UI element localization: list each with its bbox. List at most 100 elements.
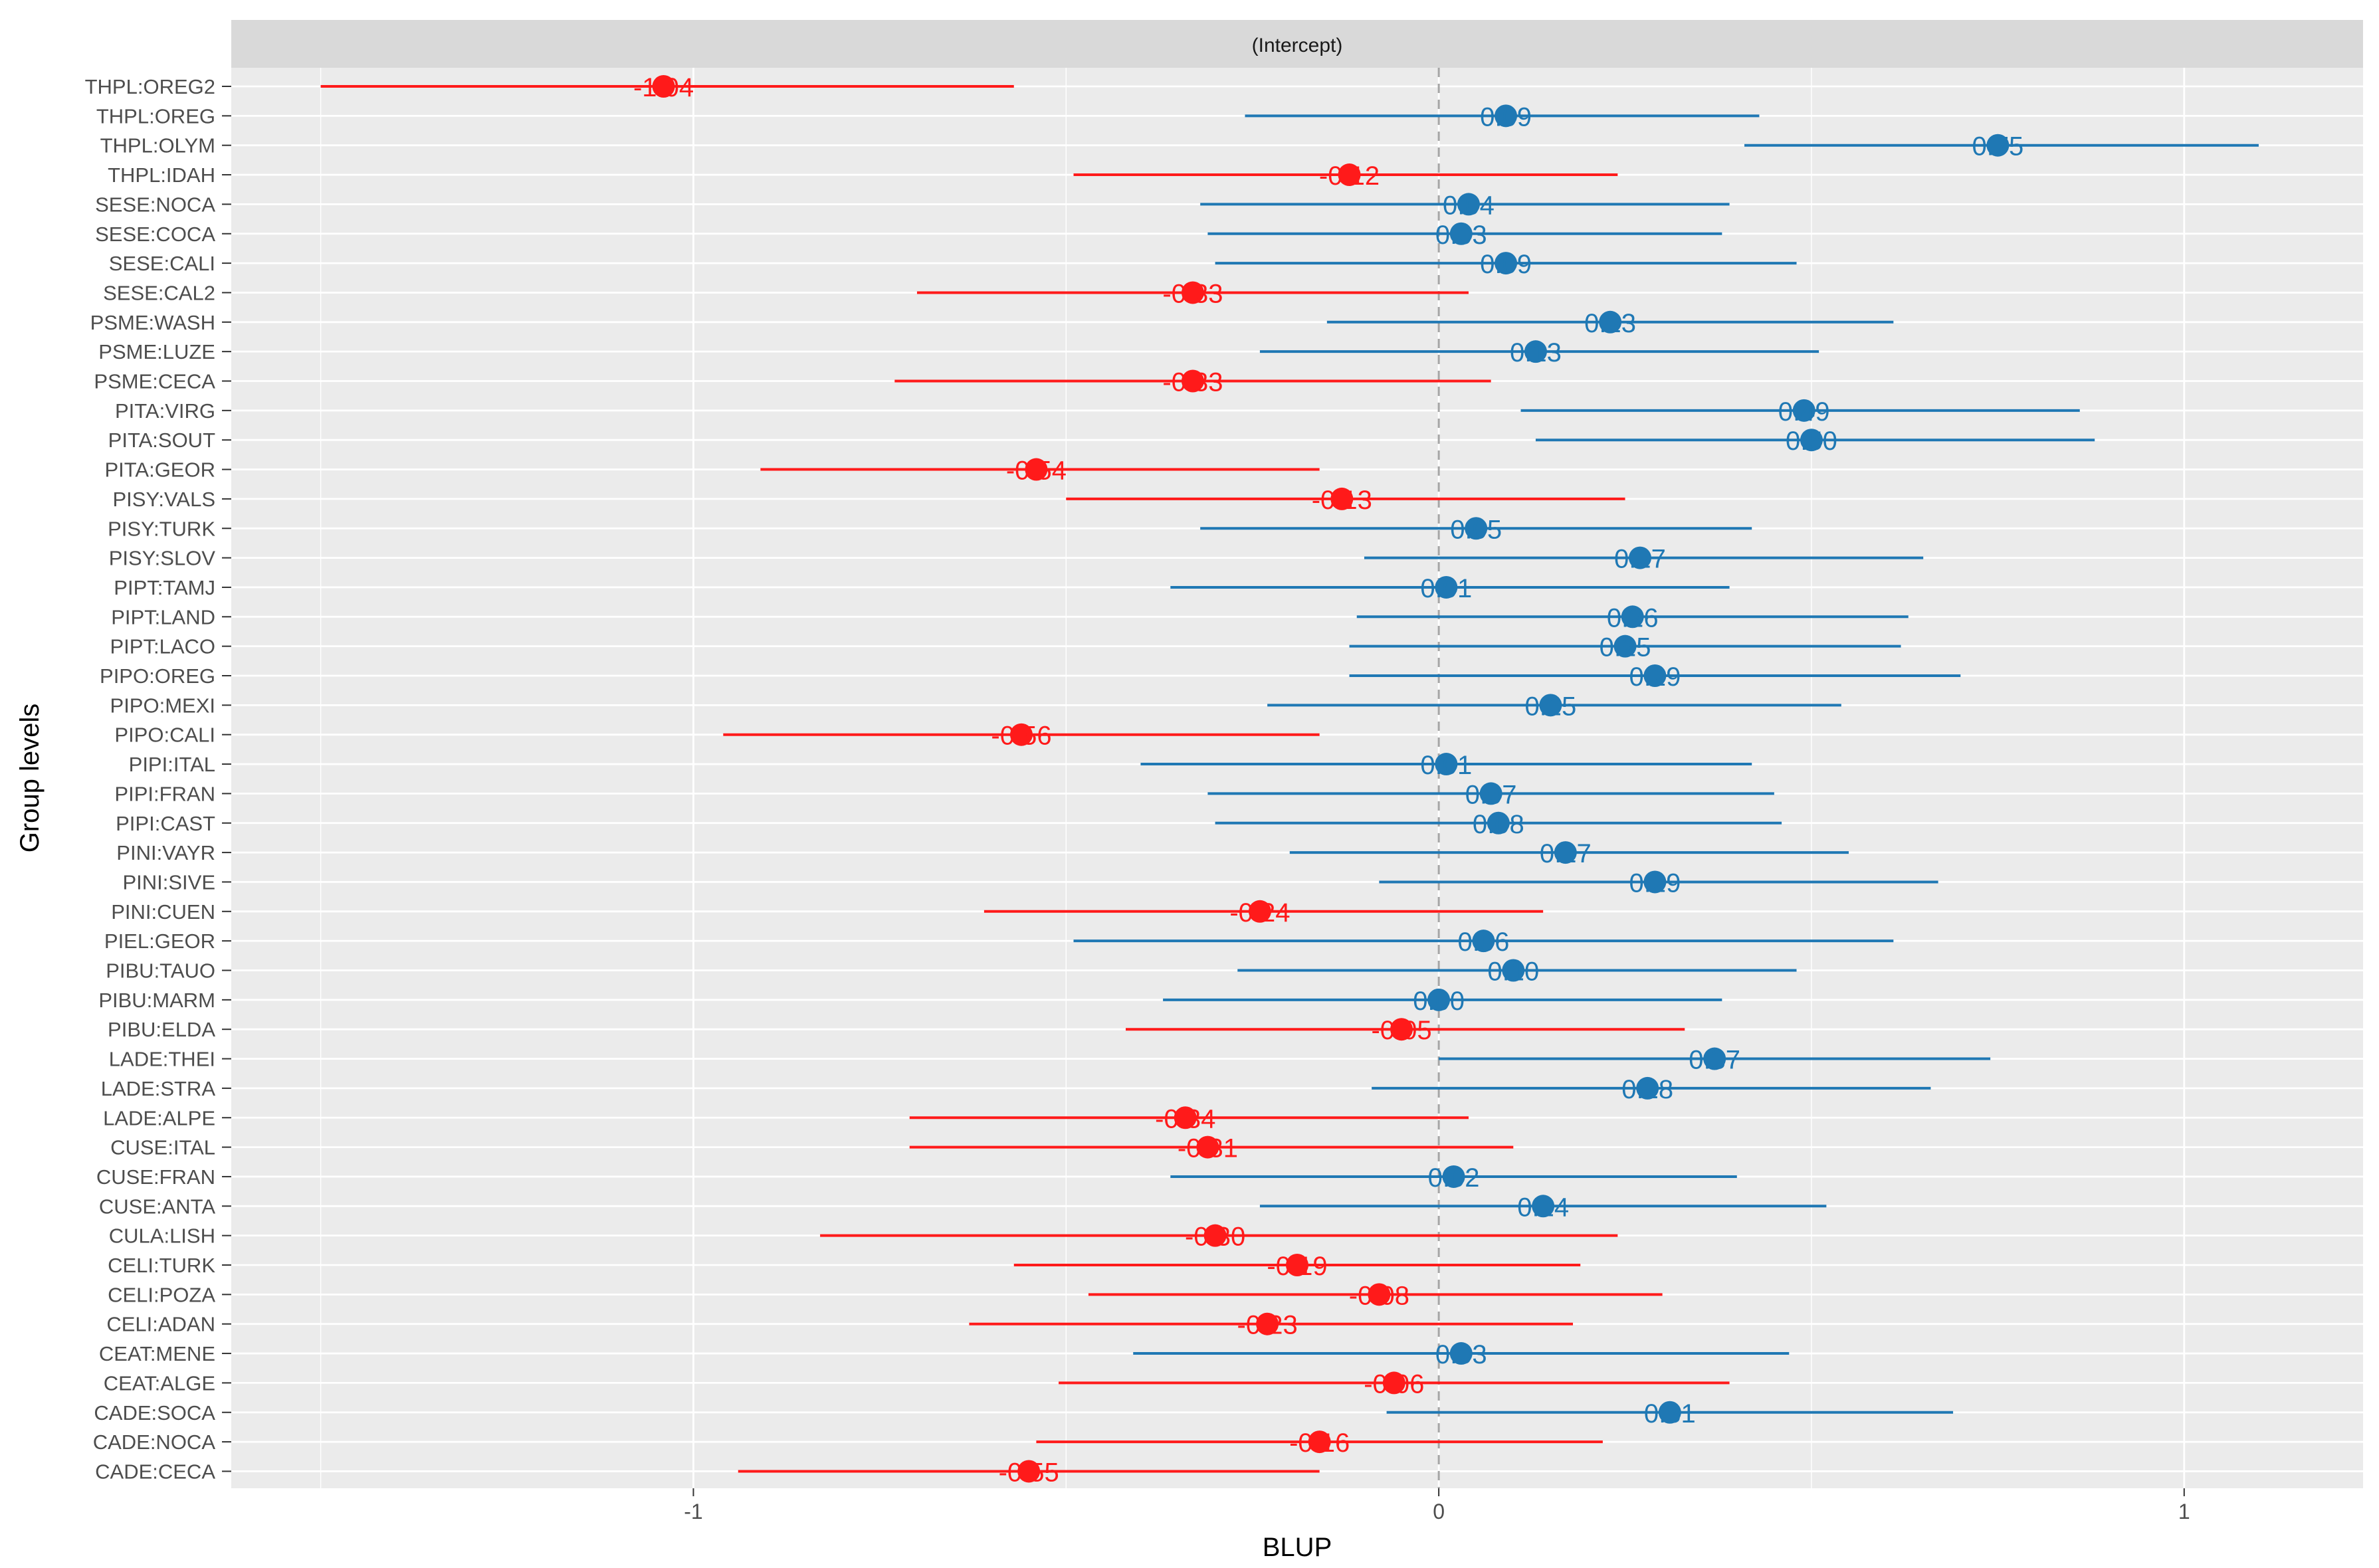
blup-point bbox=[1427, 988, 1451, 1011]
blup-point bbox=[1449, 222, 1473, 245]
blup-point bbox=[1643, 664, 1667, 687]
y-tick-label: CELI:ADAN bbox=[106, 1313, 215, 1336]
blup-point bbox=[1986, 134, 2010, 157]
value-label: 0.26 bbox=[1607, 603, 1659, 633]
blup-point bbox=[1196, 1135, 1219, 1159]
y-tick-label: PINI:VAYR bbox=[116, 841, 215, 864]
value-label: 0.03 bbox=[1435, 221, 1487, 250]
blup-point bbox=[1174, 1106, 1197, 1129]
value-label: 0.03 bbox=[1435, 1340, 1487, 1369]
y-tick-label: PINI:SIVE bbox=[122, 870, 215, 894]
value-label: 0.50 bbox=[1786, 427, 1837, 456]
y-tick-label: THPL:IDAH bbox=[108, 163, 215, 187]
y-tick-label: PISY:TURK bbox=[108, 517, 215, 540]
y-tick-label: SESE:NOCA bbox=[95, 193, 215, 216]
y-tick-label: PIPT:TAMJ bbox=[114, 576, 215, 599]
blup-point bbox=[1532, 1195, 1555, 1218]
facet-strip bbox=[231, 20, 2363, 68]
blup-point bbox=[1203, 1224, 1227, 1247]
blup-point bbox=[1487, 811, 1510, 834]
y-tick-label: PIPI:CAST bbox=[116, 812, 215, 835]
blup-point bbox=[1539, 694, 1562, 717]
y-tick-label: PIEL:GEOR bbox=[104, 930, 215, 953]
value-label: 0.07 bbox=[1465, 780, 1517, 809]
blup-point bbox=[1017, 1460, 1041, 1483]
y-tick-label: PIBU:TAUO bbox=[106, 959, 215, 983]
value-label: -0.54 bbox=[1006, 456, 1067, 486]
blup-point bbox=[1599, 310, 1622, 334]
blup-point bbox=[1554, 841, 1577, 864]
blup-point bbox=[1658, 1401, 1681, 1424]
x-tick-label: 0 bbox=[1433, 1500, 1445, 1523]
y-tick-label: CULA:LISH bbox=[109, 1225, 215, 1248]
y-tick-label: PIPI:ITAL bbox=[129, 753, 215, 776]
value-label: -0.34 bbox=[1155, 1104, 1215, 1133]
blup-point bbox=[1025, 458, 1048, 481]
y-tick-label: PIPO:CALI bbox=[114, 724, 215, 747]
blup-point bbox=[1495, 104, 1518, 128]
value-label: 0.01 bbox=[1420, 751, 1472, 780]
value-label: 0.31 bbox=[1644, 1399, 1696, 1428]
blup-point bbox=[1457, 193, 1480, 216]
blup-point bbox=[1613, 635, 1637, 658]
y-tick-label: CEAT:MENE bbox=[99, 1342, 215, 1365]
y-tick-label: PIBU:ELDA bbox=[108, 1018, 215, 1041]
blup-point bbox=[1308, 1430, 1331, 1454]
value-label: 0.15 bbox=[1524, 692, 1576, 721]
value-label: -0.30 bbox=[1185, 1223, 1245, 1252]
y-tick-label: PIPO:OREG bbox=[100, 664, 215, 688]
y-tick-label: LADE:ALPE bbox=[103, 1106, 215, 1129]
y-tick-label: PIPT:LAND bbox=[111, 605, 215, 629]
y-axis-tick-labels: THPL:OREG2 THPL:OREG THPL:OLYM THPL:IDAH SES… bbox=[85, 75, 231, 1483]
blup-point bbox=[1435, 575, 1458, 599]
value-label: 0.29 bbox=[1629, 662, 1681, 692]
y-tick-label: CUSE:ANTA bbox=[99, 1195, 215, 1218]
value-label: 0.49 bbox=[1778, 397, 1830, 427]
value-label: -1.04 bbox=[633, 73, 694, 102]
value-label: 0.04 bbox=[1443, 191, 1495, 220]
blup-point bbox=[1792, 399, 1815, 422]
value-label: 0.13 bbox=[1510, 338, 1562, 367]
y-tick-label: PIPT:LACO bbox=[110, 635, 216, 658]
value-label: 0.75 bbox=[1972, 132, 2023, 161]
blup-point bbox=[1472, 930, 1495, 953]
y-tick-label: PITA:VIRG bbox=[115, 399, 215, 423]
value-label: 0.02 bbox=[1428, 1163, 1480, 1193]
blup-point bbox=[1502, 959, 1525, 982]
x-tick-label: -1 bbox=[684, 1500, 702, 1523]
value-label: 0.37 bbox=[1689, 1046, 1740, 1075]
y-tick-label: SESE:COCA bbox=[95, 223, 215, 246]
blup-point bbox=[1495, 252, 1518, 275]
value-label: 0.06 bbox=[1457, 928, 1509, 957]
blup-point bbox=[1382, 1371, 1405, 1395]
y-tick-label: PSME:WASH bbox=[90, 311, 215, 334]
y-tick-label: CEAT:ALGE bbox=[104, 1371, 215, 1395]
y-axis-title: Group levels bbox=[15, 704, 45, 853]
x-tick-label: 1 bbox=[2178, 1500, 2190, 1523]
facet-title: (Intercept) bbox=[1252, 35, 1343, 56]
blup-point bbox=[1479, 782, 1502, 805]
blup-point bbox=[1330, 487, 1354, 510]
value-label: -0.24 bbox=[1229, 898, 1290, 928]
y-tick-label: LADE:THEI bbox=[109, 1048, 215, 1071]
y-tick-label: SESE:CALI bbox=[109, 252, 215, 275]
value-label: -0.23 bbox=[1237, 1311, 1298, 1340]
value-label: 0.09 bbox=[1480, 250, 1532, 279]
value-label: -0.19 bbox=[1267, 1252, 1327, 1281]
blup-point bbox=[1181, 281, 1204, 304]
value-label: -0.31 bbox=[1178, 1134, 1238, 1163]
blup-point bbox=[1256, 1312, 1279, 1335]
value-label: 0.05 bbox=[1450, 515, 1502, 544]
value-label: -0.33 bbox=[1162, 279, 1223, 308]
value-label: -0.06 bbox=[1364, 1369, 1424, 1399]
value-label: 0.08 bbox=[1473, 810, 1524, 839]
value-label: 0.29 bbox=[1629, 868, 1681, 898]
blup-point bbox=[1465, 517, 1488, 540]
value-label: 0.09 bbox=[1480, 102, 1532, 132]
y-tick-label: PISY:VALS bbox=[112, 488, 215, 511]
value-label: 0.00 bbox=[1413, 987, 1465, 1016]
x-axis-tick-labels: -1 0 1 bbox=[684, 1488, 2190, 1523]
blup-point bbox=[1248, 900, 1271, 923]
blup-point bbox=[1703, 1047, 1726, 1070]
